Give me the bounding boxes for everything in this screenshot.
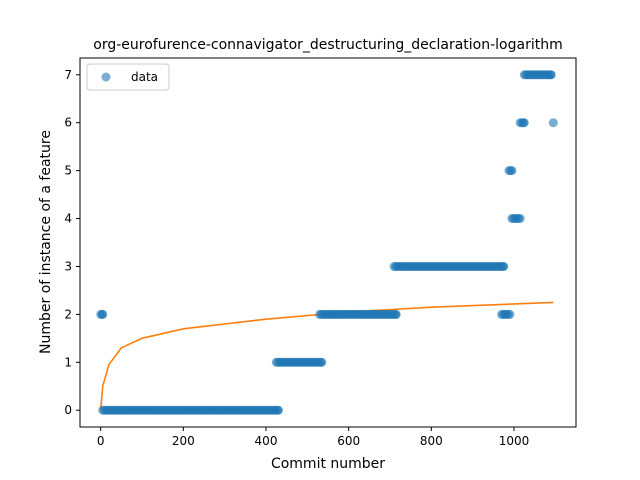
chart-title: org-eurofurence-connavigator_destructuri… [93,37,562,53]
y-tick-label: 0 [64,403,72,417]
x-tick-label: 0 [97,434,105,448]
legend-marker [101,72,111,82]
data-point [317,357,327,367]
y-tick-label: 4 [64,212,72,226]
data-point [519,118,529,128]
x-axis-label: Commit number [271,456,385,472]
legend: data [86,63,170,91]
data-point [98,309,108,319]
fit-line [99,301,554,411]
y-axis: 0 1 2 3 4 5 6 7 [64,68,80,417]
legend-label: data [131,70,158,84]
data-point [546,70,556,80]
plot-border [79,57,577,428]
x-axis: 0 200 400 600 800 1000 [97,427,529,448]
y-axis-label: Number of instance of a feature [38,130,54,354]
data-point [548,118,558,128]
x-tick-label: 200 [172,434,195,448]
y-tick-label: 7 [64,68,72,82]
x-tick-label: 600 [337,434,360,448]
y-tick-label: 5 [64,164,72,178]
x-tick-label: 800 [420,434,443,448]
legend-box [86,63,170,91]
data-point [507,166,517,176]
y-tick-label: 2 [64,307,72,321]
scatter-layer [96,70,558,415]
fit-line-layer [99,301,554,411]
data-point [391,309,401,319]
data-point [499,262,509,271]
data-point [505,309,515,319]
x-tick-label: 1000 [499,434,530,448]
y-tick-label: 3 [64,259,72,273]
y-tick-label: 6 [64,116,72,130]
y-tick-label: 1 [64,355,72,369]
data-point [273,405,283,415]
plot-area [79,57,577,428]
data-point [515,214,525,223]
x-tick-label: 400 [255,434,278,448]
